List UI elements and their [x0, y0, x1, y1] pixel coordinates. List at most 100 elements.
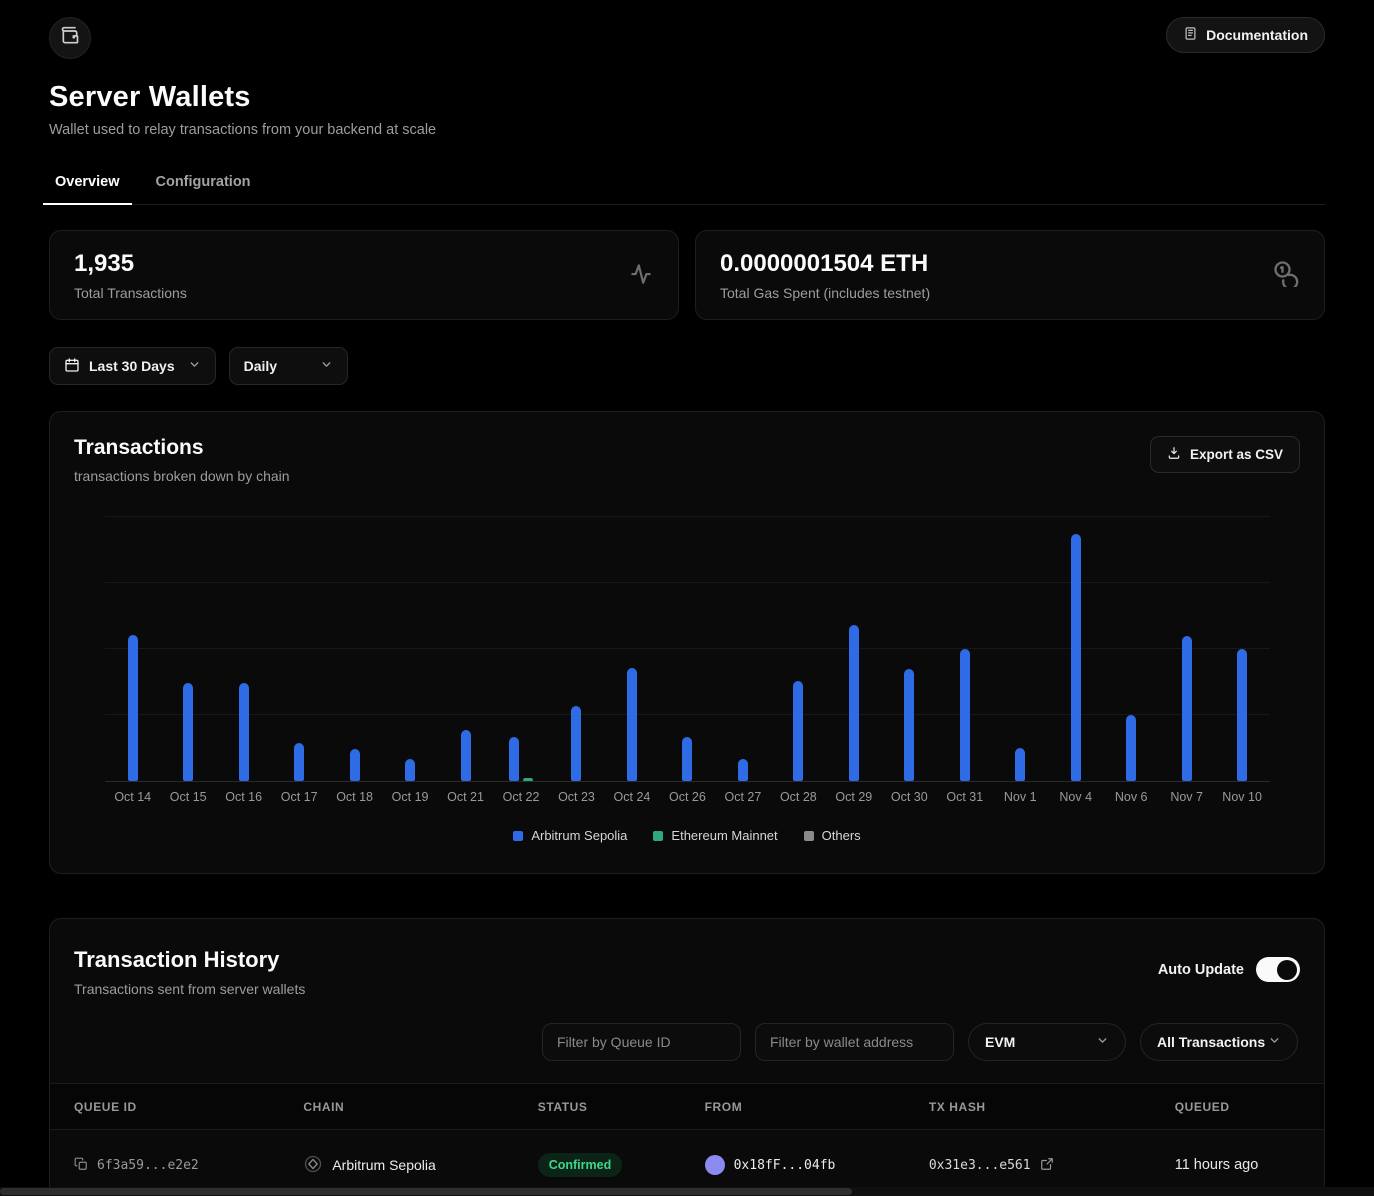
total-transactions-value: 1,935: [74, 250, 187, 278]
bar-arbitrum-sepolia[interactable]: [183, 683, 193, 781]
wallet-address-filter-input[interactable]: [755, 1023, 954, 1061]
x-axis-label: Oct 19: [382, 790, 437, 804]
auto-update-label: Auto Update: [1158, 962, 1244, 978]
x-axis-label: Oct 30: [882, 790, 937, 804]
x-axis-label: Oct 27: [715, 790, 770, 804]
bar-arbitrum-sepolia[interactable]: [1237, 649, 1247, 781]
external-link-icon[interactable]: [1040, 1157, 1054, 1174]
total-transactions-label: Total Transactions: [74, 285, 187, 301]
queue-id-filter-input[interactable]: [542, 1023, 741, 1061]
bar-group-oct-28[interactable]: [771, 514, 826, 781]
legend-item-arbitrum-sepolia: Arbitrum Sepolia: [513, 828, 627, 843]
bar-group-oct-31[interactable]: [937, 514, 992, 781]
bar-arbitrum-sepolia[interactable]: [571, 706, 581, 781]
wallet-logo: [49, 17, 91, 59]
documentation-button[interactable]: Documentation: [1166, 17, 1325, 53]
bar-ethereum-mainnet[interactable]: [523, 778, 533, 781]
documentation-label: Documentation: [1206, 27, 1308, 43]
table-header-row: QUEUE ID CHAIN STATUS FROM TX HASH QUEUE…: [50, 1083, 1324, 1130]
toggle-knob: [1277, 960, 1297, 980]
bar-group-oct-16[interactable]: [216, 514, 271, 781]
bar-group-oct-18[interactable]: [327, 514, 382, 781]
bar-group-nov-1[interactable]: [993, 514, 1048, 781]
bar-arbitrum-sepolia[interactable]: [1126, 715, 1136, 781]
bar-group-nov-6[interactable]: [1103, 514, 1158, 781]
bar-group-oct-24[interactable]: [604, 514, 659, 781]
x-axis-label: Oct 15: [160, 790, 215, 804]
scrollbar-thumb[interactable]: [0, 1188, 852, 1195]
x-axis-label: Oct 21: [438, 790, 493, 804]
history-subtitle: Transactions sent from server wallets: [74, 981, 305, 997]
chain-icon: [303, 1154, 323, 1177]
col-chain: CHAIN: [279, 1100, 513, 1114]
vm-select[interactable]: EVM: [968, 1023, 1126, 1061]
tab-configuration[interactable]: Configuration: [150, 174, 257, 204]
bar-arbitrum-sepolia[interactable]: [960, 649, 970, 781]
calendar-icon: [64, 357, 80, 376]
interval-value: Daily: [244, 358, 277, 374]
bar-arbitrum-sepolia[interactable]: [405, 759, 415, 781]
x-axis-label: Nov 4: [1048, 790, 1103, 804]
bar-arbitrum-sepolia[interactable]: [1182, 636, 1192, 781]
chart-legend: Arbitrum SepoliaEthereum MainnetOthers: [82, 828, 1292, 843]
total-gas-value: 0.0000001504 ETH: [720, 250, 930, 278]
bar-arbitrum-sepolia[interactable]: [682, 737, 692, 781]
status-badge: Confirmed: [538, 1153, 623, 1177]
bar-group-oct-23[interactable]: [549, 514, 604, 781]
bar-arbitrum-sepolia[interactable]: [738, 759, 748, 781]
date-range-value: Last 30 Days: [89, 358, 175, 374]
bar-group-oct-27[interactable]: [715, 514, 770, 781]
interval-select[interactable]: Daily: [229, 347, 348, 385]
range-filter-row: Last 30 Days Daily: [49, 347, 1325, 385]
queued-time: 11 hours ago: [1175, 1157, 1259, 1173]
bar-arbitrum-sepolia[interactable]: [509, 737, 519, 781]
bar-arbitrum-sepolia[interactable]: [849, 625, 859, 781]
bar-group-nov-10[interactable]: [1214, 514, 1269, 781]
transaction-type-select[interactable]: All Transactions: [1140, 1023, 1298, 1061]
bar-group-oct-21[interactable]: [438, 514, 493, 781]
total-transactions-card: 1,935 Total Transactions: [49, 230, 679, 320]
bar-group-nov-7[interactable]: [1159, 514, 1214, 781]
bar-arbitrum-sepolia[interactable]: [461, 730, 471, 781]
legend-item-ethereum-mainnet: Ethereum Mainnet: [653, 828, 777, 843]
bar-arbitrum-sepolia[interactable]: [350, 749, 360, 781]
horizontal-scrollbar[interactable]: [0, 1187, 1374, 1196]
bar-group-oct-19[interactable]: [382, 514, 437, 781]
bar-group-oct-15[interactable]: [160, 514, 215, 781]
x-axis-label: Nov 10: [1214, 790, 1269, 804]
transactions-chart-card: Transactions transactions broken down by…: [49, 411, 1325, 874]
bar-group-oct-29[interactable]: [826, 514, 881, 781]
bar-group-oct-30[interactable]: [882, 514, 937, 781]
col-tx-hash: TX HASH: [905, 1100, 1151, 1114]
bar-group-nov-4[interactable]: [1048, 514, 1103, 781]
total-gas-label: Total Gas Spent (includes testnet): [720, 285, 930, 301]
tab-overview[interactable]: Overview: [49, 174, 126, 204]
bar-chart: Oct 14Oct 15Oct 16Oct 17Oct 18Oct 19Oct …: [74, 514, 1300, 843]
chart-x-axis-labels: Oct 14Oct 15Oct 16Oct 17Oct 18Oct 19Oct …: [105, 790, 1270, 804]
bar-arbitrum-sepolia[interactable]: [1015, 748, 1025, 781]
activity-icon: [628, 260, 654, 291]
bar-arbitrum-sepolia[interactable]: [904, 669, 914, 781]
bar-group-oct-22[interactable]: [493, 514, 548, 781]
bar-group-oct-14[interactable]: [105, 514, 160, 781]
bar-group-oct-17[interactable]: [271, 514, 326, 781]
chevron-down-icon: [1096, 1034, 1109, 1050]
bar-arbitrum-sepolia[interactable]: [793, 681, 803, 781]
bar-arbitrum-sepolia[interactable]: [1071, 534, 1081, 781]
bar-group-oct-26[interactable]: [660, 514, 715, 781]
bar-arbitrum-sepolia[interactable]: [239, 683, 249, 781]
chevron-down-icon: [320, 358, 333, 374]
x-axis-label: Oct 23: [549, 790, 604, 804]
x-axis-label: Oct 22: [493, 790, 548, 804]
bar-arbitrum-sepolia[interactable]: [128, 635, 138, 781]
chevron-down-icon: [1268, 1034, 1281, 1050]
col-queued: QUEUED: [1151, 1100, 1324, 1114]
x-axis-label: Nov 6: [1103, 790, 1158, 804]
export-csv-button[interactable]: Export as CSV: [1150, 436, 1300, 473]
wallet-icon: [60, 26, 80, 51]
auto-update-toggle[interactable]: [1256, 957, 1300, 982]
bar-arbitrum-sepolia[interactable]: [294, 743, 304, 781]
date-range-select[interactable]: Last 30 Days: [49, 347, 216, 385]
copy-icon[interactable]: [74, 1157, 88, 1174]
bar-arbitrum-sepolia[interactable]: [627, 668, 637, 781]
